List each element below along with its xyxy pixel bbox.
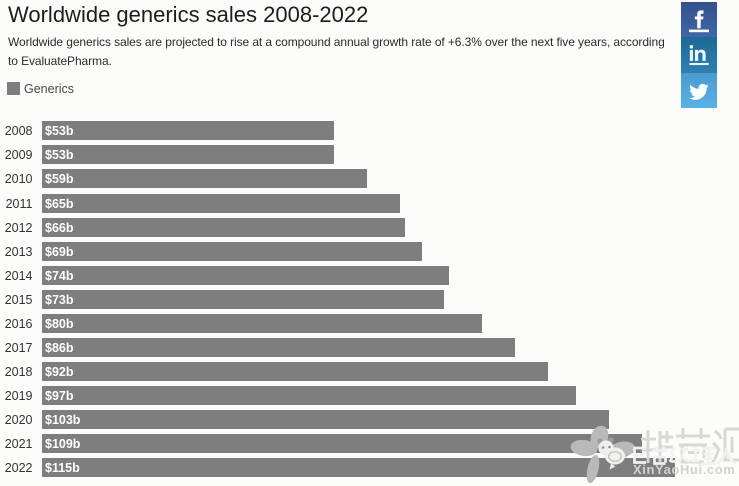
svg-text:XinYaoHui.com: XinYaoHui.com [633,462,735,477]
